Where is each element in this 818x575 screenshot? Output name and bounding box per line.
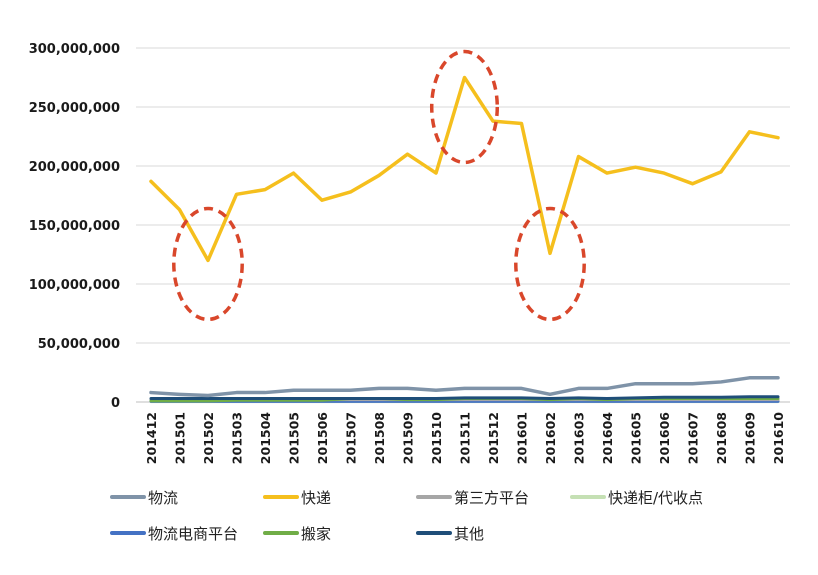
x-tick-label: 201412 — [144, 412, 159, 464]
x-tick-label: 201607 — [686, 412, 701, 464]
x-tick-label: 201603 — [572, 412, 587, 464]
legend-label: 快递 — [301, 489, 331, 507]
legend-label: 物流电商平台 — [148, 525, 238, 543]
y-tick-label: 300,000,000 — [29, 42, 120, 57]
highlight-ellipse-annotation — [514, 206, 586, 322]
legend-item: 物流电商平台 — [110, 525, 238, 543]
x-tick-label: 201609 — [743, 412, 758, 464]
x-tick-label: 201610 — [771, 412, 786, 464]
x-tick-label: 201507 — [344, 412, 359, 464]
legend-label: 其他 — [454, 525, 484, 543]
y-tick-label: 0 — [111, 396, 120, 411]
y-axis-ticks: 0 50,000,000 100,000,000 150,000,000 200,000… — [29, 42, 120, 411]
x-tick-label: 201510 — [429, 412, 444, 464]
y-tick-label: 150,000,000 — [29, 219, 120, 234]
series-line: 其他 — [149, 395, 780, 400]
legend-item: 快递 — [263, 489, 331, 507]
x-tick-label: 201508 — [372, 412, 387, 464]
x-tick-label: 201606 — [657, 412, 672, 464]
legend-item: 其他 — [416, 525, 484, 543]
legend-label: 物流 — [148, 489, 178, 507]
series-lines: 快递柜/代收点物流电商平台第三方平台搬家其他物流快递 — [149, 75, 780, 404]
x-tick-label: 201608 — [714, 412, 729, 464]
y-tick-label: 50,000,000 — [38, 337, 120, 352]
x-tick-label: 201602 — [543, 412, 558, 464]
legend-item: 搬家 — [263, 525, 331, 543]
x-tick-label: 201506 — [315, 412, 330, 464]
series-line: 物流 — [149, 376, 780, 398]
legend-item: 物流 — [110, 489, 178, 507]
x-tick-label: 201503 — [230, 412, 245, 464]
legend-label: 快递柜/代收点 — [608, 489, 703, 507]
x-tick-label: 201502 — [201, 412, 216, 464]
legend-item: 第三方平台 — [416, 489, 529, 507]
legend-item: 快递柜/代收点 — [570, 489, 703, 507]
y-tick-label: 250,000,000 — [29, 101, 120, 116]
y-tick-label: 200,000,000 — [29, 160, 120, 175]
x-tick-label: 201512 — [486, 412, 501, 464]
highlight-ellipse-annotation — [172, 206, 244, 322]
y-tick-label: 100,000,000 — [29, 278, 120, 293]
highlight-ellipse-annotation — [429, 49, 500, 165]
x-tick-label: 201504 — [258, 412, 273, 464]
gridlines — [136, 47, 790, 403]
legend-label: 搬家 — [301, 525, 331, 543]
legend-label: 第三方平台 — [454, 489, 529, 507]
x-tick-label: 201605 — [629, 412, 644, 464]
series-line: 快递 — [149, 75, 780, 263]
x-tick-label: 201505 — [287, 412, 302, 464]
x-tick-label: 201604 — [600, 412, 615, 464]
x-tick-label: 201509 — [401, 412, 416, 464]
x-axis-ticks: 201412 201501 201502 201503 201504 201505 2015… — [144, 412, 786, 464]
x-tick-label: 201501 — [173, 412, 188, 464]
annotations — [172, 49, 586, 322]
x-tick-label: 201511 — [458, 412, 473, 464]
x-tick-label: 201601 — [515, 412, 530, 464]
